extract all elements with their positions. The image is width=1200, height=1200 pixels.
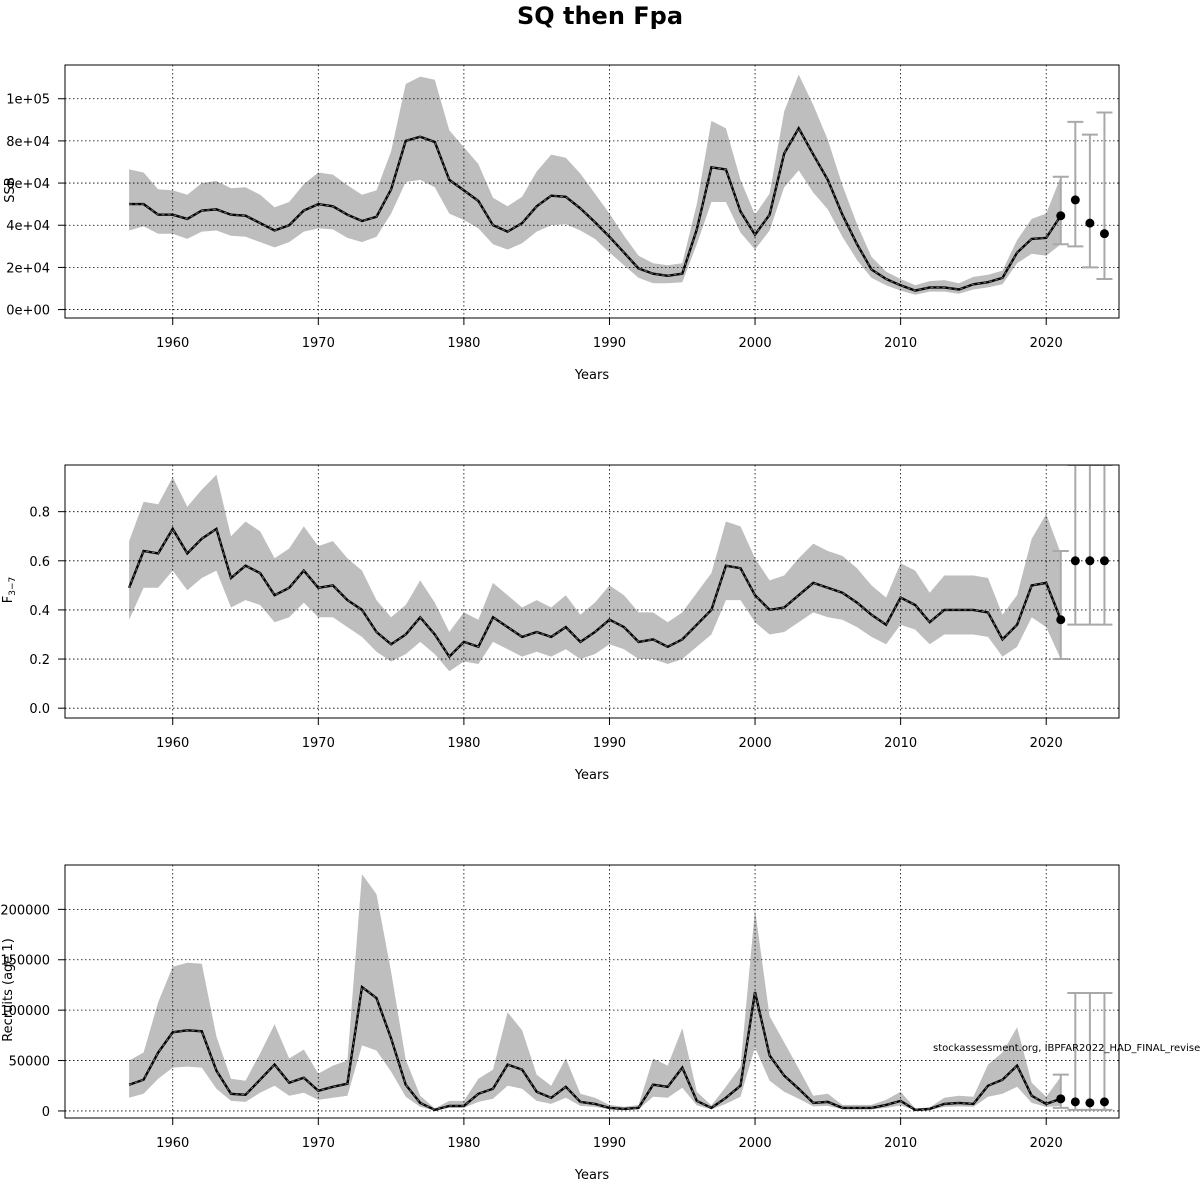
x-axis-label: Years [574, 768, 610, 783]
y-tick-label: 100000 [0, 1004, 50, 1019]
x-tick-label: 1990 [593, 736, 626, 751]
plot-area [65, 865, 1119, 1118]
projection-point [1070, 556, 1080, 566]
projection-point [1085, 218, 1095, 228]
y-tick-label: 0e+00 [6, 304, 50, 319]
y-tick-label: 1e+05 [6, 93, 50, 108]
y-tick-label: 0.0 [29, 702, 50, 717]
confidence-band [129, 474, 1061, 672]
y-tick-label: 200000 [0, 903, 50, 918]
x-tick-label: 1960 [156, 736, 189, 751]
projection-point [1070, 1097, 1080, 1107]
x-axis-label: Years [574, 368, 610, 383]
plot-frame [64, 64, 1120, 319]
chart-title: SQ then Fpa [516, 2, 684, 30]
x-tick-label: 1960 [156, 1136, 189, 1151]
panel-fbar: 1960 1970 1980 1990 2000 2010 2020 0.0 0.2 0.4 0.6… [1, 464, 1120, 783]
x-tick-label: 1970 [302, 736, 335, 751]
projection-point [1085, 556, 1095, 566]
watermark-text: stockassessment.org, IBPFAR2022_HAD_FINA… [933, 1043, 1200, 1054]
y-axis-label: Recruits (age 1) [1, 938, 16, 1042]
projection-point [1070, 195, 1080, 205]
plot-area [65, 65, 1119, 318]
y-tick-label: 150000 [0, 954, 50, 969]
projection-point [1056, 1094, 1066, 1104]
y-tick-label: 8e+04 [6, 135, 50, 150]
x-tick-label: 1980 [447, 336, 480, 351]
plot-frame [64, 464, 1120, 719]
y-tick-label: 0.8 [29, 506, 50, 521]
x-tick-label: 1980 [447, 736, 480, 751]
panel-recruitment: 1960 1970 1980 1990 2000 2010 2020 0 50000 100000… [0, 864, 1200, 1183]
y-tick-label: 2e+04 [6, 261, 50, 276]
x-tick-label: 2010 [884, 336, 917, 351]
x-tick-label: 2000 [739, 336, 772, 351]
y-axis-label-subscript: 3−7 [8, 577, 18, 596]
x-tick-label: 1970 [302, 1136, 335, 1151]
projection-point [1056, 615, 1066, 625]
x-tick-label: 2020 [1030, 336, 1063, 351]
estimate-line-dash [128, 986, 1061, 1111]
x-tick-label: 2020 [1030, 1136, 1063, 1151]
y-tick-label: 4e+04 [6, 219, 50, 234]
x-tick-label: 1960 [156, 336, 189, 351]
x-tick-label: 1980 [447, 1136, 480, 1151]
x-tick-label: 1990 [593, 1136, 626, 1151]
y-tick-label: 0 [42, 1105, 50, 1120]
y-tick-label: 6e+04 [6, 177, 50, 192]
panel-ssb: 1960 1970 1980 1990 2000 2010 2020 0e+00 2e+04 4e… [3, 64, 1120, 383]
estimate-line-dash [128, 527, 1062, 658]
projection-point [1085, 1098, 1095, 1108]
x-axis-label: Years [574, 1168, 610, 1183]
y-tick-label: 0.6 [29, 555, 50, 570]
x-tick-label: 1990 [593, 336, 626, 351]
projection-point [1099, 229, 1109, 239]
y-tick-label: 0.2 [29, 653, 50, 668]
projection-point [1056, 211, 1066, 221]
x-tick-label: 2000 [739, 736, 772, 751]
x-tick-label: 2010 [884, 1136, 917, 1151]
x-tick-label: 2010 [884, 736, 917, 751]
confidence-band [129, 74, 1061, 295]
x-tick-label: 2000 [739, 1136, 772, 1151]
projection-point [1099, 556, 1109, 566]
x-tick-label: 1970 [302, 336, 335, 351]
y-axis-label: SSB [3, 177, 18, 202]
estimate-line-dash [129, 127, 1062, 292]
y-axis-label: F3−7 [1, 577, 18, 603]
projection-point [1099, 1097, 1109, 1107]
y-tick-label: 0.4 [29, 604, 50, 619]
plot-frame [64, 864, 1120, 1119]
x-tick-label: 2020 [1030, 736, 1063, 751]
plot-area [65, 465, 1119, 718]
y-tick-label: 50000 [9, 1055, 50, 1070]
confidence-band [129, 874, 1061, 1111]
